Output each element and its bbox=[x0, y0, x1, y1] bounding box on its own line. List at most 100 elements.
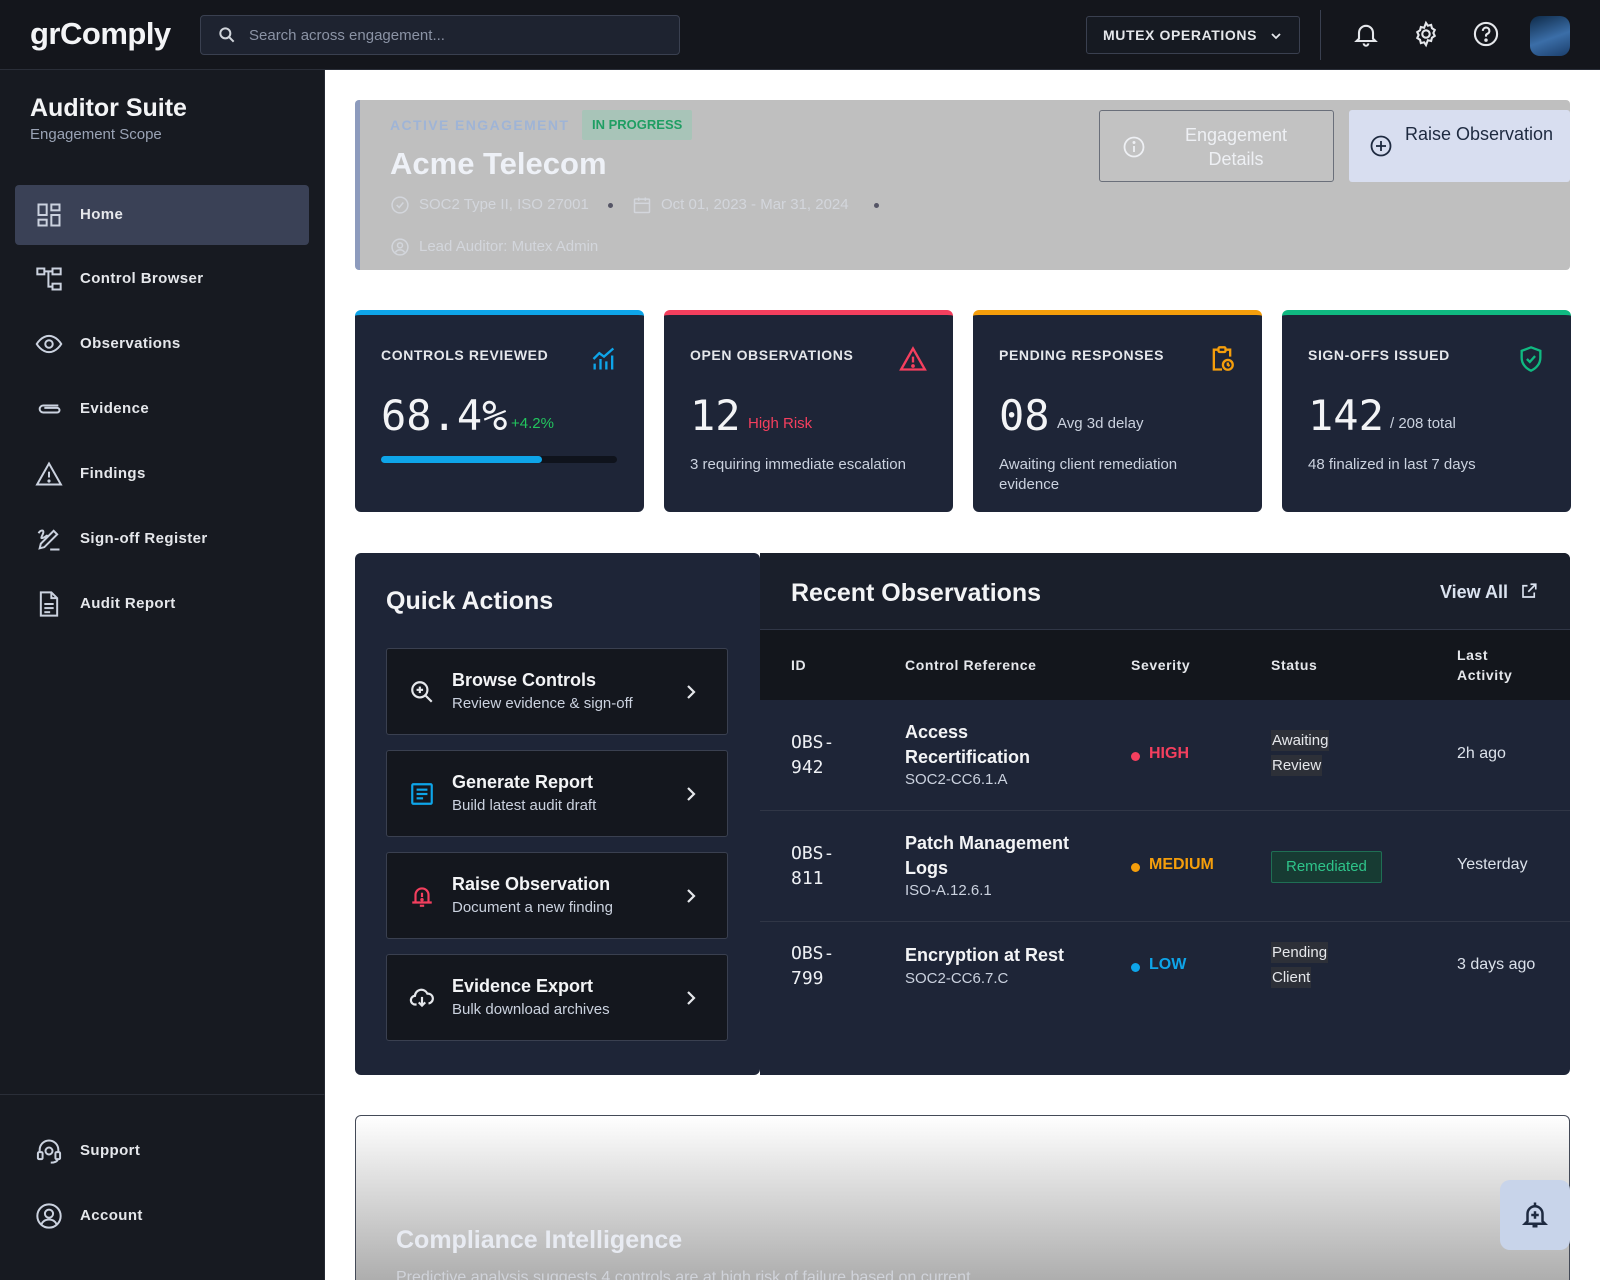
control-name: Patch Management Logs bbox=[905, 833, 1070, 878]
stat-title: CONTROLS REVIEWED bbox=[381, 347, 549, 363]
sidebar-item-audit-report[interactable]: Audit Report bbox=[15, 574, 309, 634]
stat-tag: High Risk bbox=[748, 415, 813, 432]
notification-fab-button[interactable] bbox=[1500, 1180, 1570, 1250]
severity-dot bbox=[1131, 752, 1140, 761]
sidebar-subtitle: Engagement Scope bbox=[30, 126, 162, 143]
control-name: Access Recertification bbox=[905, 722, 1031, 767]
bell-icon[interactable] bbox=[1352, 20, 1380, 48]
user-circle-icon bbox=[36, 1203, 62, 1229]
status-badge: IN PROGRESS bbox=[582, 110, 693, 140]
column-header: Status bbox=[1271, 657, 1318, 673]
status-badge: Pending Client bbox=[1271, 940, 1351, 990]
sidebar-item-home[interactable]: Home bbox=[15, 185, 309, 245]
column-header: ID bbox=[791, 657, 807, 673]
sidebar-item-sign-off-register[interactable]: Sign-off Register bbox=[15, 509, 309, 569]
table-row[interactable]: OBS-942 Access Recertification SOC2-CC6.… bbox=[760, 700, 1570, 811]
search-box[interactable] bbox=[200, 15, 680, 55]
observation-id: OBS-942 bbox=[791, 732, 835, 778]
help-icon[interactable] bbox=[1472, 20, 1500, 48]
column-header: Last Activity bbox=[1457, 647, 1513, 683]
quick-action-subtitle: Bulk download archives bbox=[452, 1001, 610, 1018]
engagement-lead: Lead Auditor: Mutex Admin bbox=[419, 238, 599, 255]
chevron-right-icon bbox=[687, 991, 696, 1005]
progress-bar bbox=[381, 456, 617, 463]
eye-icon bbox=[35, 334, 63, 354]
stat-description: 48 finalized in last 7 days bbox=[1308, 456, 1476, 473]
engagement-details-label: Engagement Details bbox=[1184, 125, 1288, 169]
sidebar-item-findings[interactable]: Findings bbox=[15, 444, 309, 504]
stat-tag: +4.2% bbox=[511, 415, 554, 432]
user-icon bbox=[391, 238, 409, 256]
external-link-icon[interactable] bbox=[1520, 582, 1538, 600]
signature-icon bbox=[37, 529, 60, 551]
headset-icon bbox=[36, 1139, 62, 1164]
sidebar-item-label: Support bbox=[80, 1142, 141, 1159]
stat-tag: Avg 3d delay bbox=[1057, 415, 1144, 432]
engagement-period: Oct 01, 2023 - Mar 31, 2024 bbox=[661, 196, 849, 213]
meta-separator bbox=[608, 203, 613, 208]
sidebar-item-observations[interactable]: Observations bbox=[15, 314, 309, 374]
stat-description: 3 requiring immediate escalation bbox=[690, 456, 906, 473]
sidebar-item-label: Observations bbox=[80, 335, 181, 352]
stat-card-pending-responses: PENDING RESPONSES 08 Avg 3d delay Awaiti… bbox=[973, 310, 1262, 512]
sidebar-item-label: Sign-off Register bbox=[80, 530, 208, 547]
sidebar-item-evidence[interactable]: Evidence bbox=[15, 379, 309, 439]
brand-logo[interactable]: grComply bbox=[30, 16, 171, 51]
quick-action-title: Evidence Export bbox=[452, 976, 594, 996]
raise-observation-label: Raise Observation bbox=[1404, 124, 1554, 144]
gear-icon[interactable] bbox=[1412, 20, 1440, 48]
bell-plus-icon bbox=[1521, 1202, 1549, 1228]
compliance-intelligence-text: Predictive analysis suggests 4 controls … bbox=[396, 1269, 971, 1280]
control-ref: SOC2-CC6.7.C bbox=[905, 970, 1009, 987]
search-input[interactable] bbox=[249, 16, 669, 54]
recent-observations-panel: Recent Observations View All ID Control … bbox=[760, 553, 1570, 1075]
sidebar-item-label: Findings bbox=[80, 465, 146, 482]
severity-dot bbox=[1131, 963, 1140, 972]
stat-value: 142 bbox=[1308, 391, 1384, 440]
quick-action-subtitle: Review evidence & sign-off bbox=[452, 695, 633, 712]
last-activity: Yesterday bbox=[1457, 856, 1528, 873]
chevron-down-icon bbox=[1271, 33, 1281, 40]
table-row[interactable]: OBS-799 Encryption at Rest SOC2-CC6.7.C … bbox=[760, 922, 1570, 1033]
stat-title: OPEN OBSERVATIONS bbox=[690, 347, 854, 363]
engagement-details-button[interactable]: Engagement Details bbox=[1099, 110, 1334, 182]
sidebar-item-control-browser[interactable]: Control Browser bbox=[15, 249, 309, 309]
quick-action-generate-report[interactable]: Generate Report Build latest audit draft bbox=[386, 750, 728, 837]
stat-value: 12 bbox=[690, 391, 741, 440]
chevron-right-icon bbox=[687, 889, 696, 903]
sidebar-item-support[interactable]: Support bbox=[15, 1121, 309, 1181]
quick-action-raise-observation[interactable]: Raise Observation Document a new finding bbox=[386, 852, 728, 939]
sidebar: Auditor Suite Engagement Scope Home Cont… bbox=[0, 70, 325, 1280]
sidebar-item-label: Evidence bbox=[80, 400, 150, 417]
avatar[interactable] bbox=[1530, 16, 1570, 56]
quick-action-subtitle: Document a new finding bbox=[452, 899, 613, 916]
engagement-frameworks: SOC2 Type II, ISO 27001 bbox=[419, 196, 589, 213]
raise-observation-button[interactable]: Raise Observation bbox=[1349, 110, 1570, 182]
stat-tag: / 208 total bbox=[1390, 415, 1456, 432]
stat-card-sign-offs-issued: SIGN-OFFS ISSUED 142 / 208 total 48 fina… bbox=[1282, 310, 1571, 512]
control-ref: SOC2-CC6.1.A bbox=[905, 771, 1008, 788]
search-zoom-icon bbox=[411, 681, 433, 703]
status-text: Pending Client bbox=[1271, 942, 1329, 988]
recent-observations-header: Recent Observations View All bbox=[760, 553, 1570, 630]
sidebar-item-label: Control Browser bbox=[80, 270, 204, 287]
search-icon bbox=[219, 27, 235, 43]
report-icon bbox=[411, 783, 433, 805]
quick-action-browse-controls[interactable]: Browse Controls Review evidence & sign-o… bbox=[386, 648, 728, 735]
stat-title: PENDING RESPONSES bbox=[999, 347, 1165, 363]
quick-action-title: Generate Report bbox=[452, 772, 594, 792]
severity-label: HIGH bbox=[1149, 745, 1189, 762]
chevron-right-icon bbox=[687, 787, 696, 801]
clipboard-clock-icon bbox=[1212, 346, 1234, 371]
stat-title: SIGN-OFFS ISSUED bbox=[1308, 347, 1450, 363]
observation-id: OBS-799 bbox=[791, 943, 835, 989]
org-selector[interactable]: MUTEX OPERATIONS bbox=[1086, 16, 1300, 54]
status-badge: Awaiting Review bbox=[1271, 728, 1351, 778]
paperclip-icon bbox=[38, 404, 61, 414]
sidebar-item-account[interactable]: Account bbox=[15, 1186, 309, 1246]
view-all-link[interactable]: View All bbox=[1439, 582, 1508, 602]
quick-action-evidence-export[interactable]: Evidence Export Bulk download archives bbox=[386, 954, 728, 1041]
table-row[interactable]: OBS-811 Patch Management Logs ISO-A.12.6… bbox=[760, 811, 1570, 922]
last-activity: 2h ago bbox=[1457, 745, 1506, 762]
stat-value: 68.4% bbox=[381, 391, 508, 440]
